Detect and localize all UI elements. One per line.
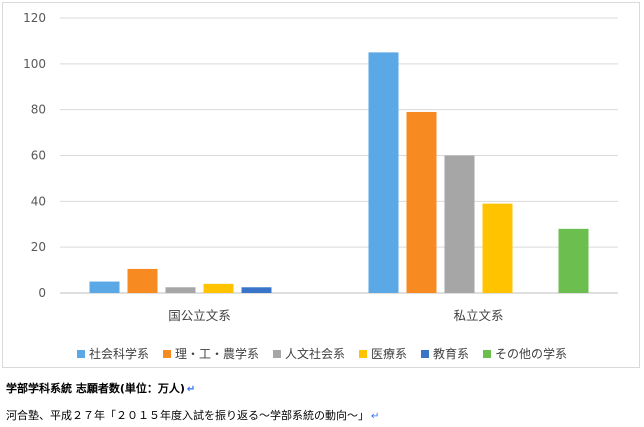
bar bbox=[558, 228, 589, 293]
y-tick-label: 80 bbox=[31, 103, 46, 117]
legend-label: 社会科学系 bbox=[88, 347, 149, 361]
legend-item: 医療系 bbox=[359, 345, 407, 362]
y-tick-label: 120 bbox=[23, 11, 46, 25]
chart-frame: 0 20 40 60 80 100 120 国公立文系 私立文系 社会科学系 理・工・農学系 人文… bbox=[2, 2, 640, 368]
x-category-label: 私立文系 bbox=[453, 308, 503, 323]
legend-swatch bbox=[162, 349, 171, 358]
legend-item: その他の学系 bbox=[483, 345, 567, 362]
legend-swatch bbox=[76, 349, 85, 358]
bar bbox=[127, 268, 158, 293]
caption-title: 学部学科系統 志願者数(単位：万人) ↵ bbox=[6, 380, 195, 396]
legend-label: その他の学系 bbox=[495, 347, 568, 361]
legend-swatch bbox=[421, 349, 430, 358]
caption-title-text: 学部学科系統 志願者数(単位：万人) bbox=[6, 382, 185, 395]
bar bbox=[241, 287, 272, 293]
caption-source-text: 河合塾、平成２７年「２０１５年度入試を振り返る〜学部系統の動向〜」 bbox=[6, 409, 369, 422]
caption-source: 河合塾、平成２７年「２０１５年度入試を振り返る〜学部系統の動向〜」 ↵ bbox=[6, 407, 379, 423]
legend-item: 理・工・農学系 bbox=[162, 345, 259, 362]
bar bbox=[165, 287, 196, 293]
bar bbox=[203, 283, 234, 293]
bar bbox=[444, 155, 475, 293]
bar-chart: 0 20 40 60 80 100 120 国公立文系 私立文系 bbox=[23, 11, 618, 323]
x-category-label: 国公立文系 bbox=[168, 308, 231, 323]
legend-item: 人文社会系 bbox=[272, 345, 345, 362]
legend-item: 教育系 bbox=[421, 345, 469, 362]
legend-swatch bbox=[483, 349, 492, 358]
return-mark-icon: ↵ bbox=[371, 411, 380, 422]
legend-label: 医療系 bbox=[371, 347, 408, 361]
y-tick-label: 20 bbox=[31, 240, 46, 254]
bar bbox=[368, 52, 399, 293]
return-mark-icon: ↵ bbox=[186, 384, 196, 395]
legend-item: 社会科学系 bbox=[76, 345, 149, 362]
bar bbox=[406, 111, 437, 293]
y-tick-label: 40 bbox=[31, 194, 46, 208]
bar bbox=[482, 203, 513, 293]
chart-legend: 社会科学系 理・工・農学系 人文社会系 医療系 教育系 その他の学系 bbox=[3, 345, 641, 362]
bar bbox=[89, 281, 120, 293]
legend-label: 理・工・農学系 bbox=[174, 347, 259, 361]
legend-label: 教育系 bbox=[433, 347, 470, 361]
legend-label: 人文社会系 bbox=[284, 347, 345, 361]
y-tick-label: 60 bbox=[31, 149, 46, 163]
legend-swatch bbox=[272, 349, 281, 358]
legend-swatch bbox=[359, 349, 367, 358]
y-tick-label: 100 bbox=[23, 57, 46, 71]
y-tick-label: 0 bbox=[38, 286, 46, 300]
